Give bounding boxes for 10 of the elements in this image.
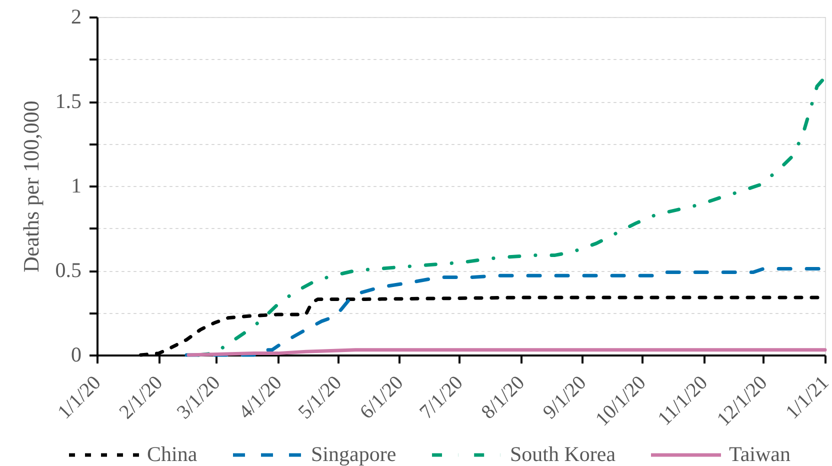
y-tick-label: 2	[71, 4, 82, 28]
legend-label: South Korea	[510, 442, 616, 466]
y-tick-label: 1	[71, 174, 82, 198]
legend-label: Singapore	[311, 442, 396, 466]
y-tick-label: 1.5	[55, 89, 82, 113]
y-tick-label: 0.5	[55, 258, 82, 282]
y-tick-label: 0	[71, 342, 82, 366]
y-axis-title: Deaths per 100,000	[18, 100, 44, 272]
legend-label: Taiwan	[729, 442, 792, 466]
legend-label: China	[147, 442, 198, 466]
